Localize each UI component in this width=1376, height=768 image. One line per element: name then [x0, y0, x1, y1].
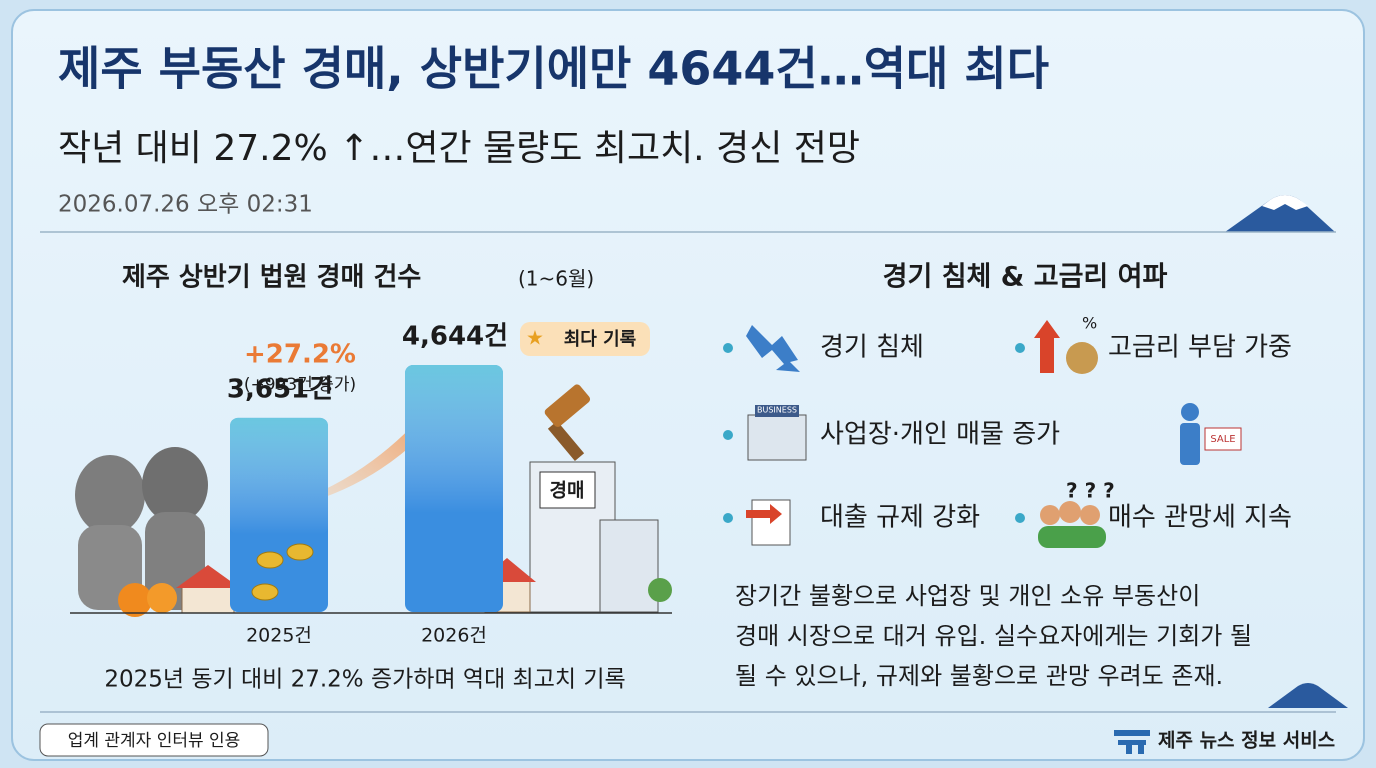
item-label: 사업장·개인 매물 증가 — [820, 420, 1060, 450]
item-label: 대출 규제 강화 — [820, 503, 980, 533]
bullet — [723, 343, 733, 353]
svg-text:%: % — [1082, 314, 1097, 333]
x-tick-label: 2026건 — [421, 625, 487, 647]
value-label: 3,651건 — [227, 374, 333, 404]
mountain — [1225, 195, 1335, 232]
source: 업계 관계자 인터뷰 인용 — [68, 731, 241, 751]
panel-title: 경기 침체 & 고금리 여파 — [883, 262, 1168, 293]
change-label: +27.2% — [244, 340, 356, 370]
change-note: (+993건 증가) — [244, 375, 356, 395]
svg-text:? ? ?: ? ? ? — [1066, 479, 1115, 503]
brand-logo — [1114, 730, 1150, 754]
badge-bg — [520, 322, 650, 356]
building — [478, 384, 672, 613]
coin — [256, 551, 284, 569]
bar-shine — [230, 417, 328, 535]
business-sign: BUSINESS — [757, 406, 797, 415]
description-line: 될 수 있으나, 규제와 불황으로 관망 우려도 존재. — [735, 662, 1223, 690]
mountain-small — [1268, 683, 1348, 708]
source-box — [39, 723, 269, 757]
badge: 최다 기록 — [564, 329, 637, 350]
timestamp: 2026.07.26 오후 02:31 — [58, 192, 313, 218]
item-label: 경기 침체 — [820, 333, 924, 363]
chart-caption: 2025년 동기 대비 27.2% 증가하며 역대 최고치 기록 — [104, 667, 625, 693]
chart-title-note: (1~6월) — [518, 267, 594, 291]
title: 제주 부동산 경매, 상반기에만 4644건…역대 최다 — [58, 42, 1049, 96]
value-label: 4,644건 — [402, 322, 508, 352]
bullet — [723, 513, 733, 523]
bullet — [1015, 343, 1025, 353]
x-tick-label: 2025건 — [246, 625, 312, 647]
item-label: 고금리 부담 가중 — [1108, 333, 1292, 363]
item-label: 매수 관망세 지속 — [1108, 503, 1292, 533]
sale-sign: SALE — [1210, 434, 1235, 445]
statues — [75, 447, 240, 617]
coin — [286, 543, 314, 561]
subtitle: 작년 대비 27.2% ↑…연간 물량도 최고치. 경신 전망 — [58, 128, 860, 169]
description-line: 장기간 불황으로 사업장 및 개인 소유 부동산이 — [735, 582, 1200, 610]
building-sign: 경매 — [550, 480, 585, 502]
brand: 제주 뉴스 정보 서비스 — [1158, 730, 1335, 752]
bar-shine — [405, 365, 503, 514]
card — [11, 9, 1365, 761]
mountain-snow — [1262, 195, 1308, 210]
bullet — [1015, 513, 1025, 523]
bullet — [723, 430, 733, 440]
chart-title: 제주 상반기 법원 경매 건수 — [122, 263, 421, 293]
badge-star: ★ — [526, 326, 544, 350]
coin — [251, 583, 279, 601]
description-line: 경매 시장으로 대거 유입. 실수요자에게는 기회가 될 — [735, 622, 1252, 650]
icons: ? ? ? % — [746, 314, 1242, 548]
